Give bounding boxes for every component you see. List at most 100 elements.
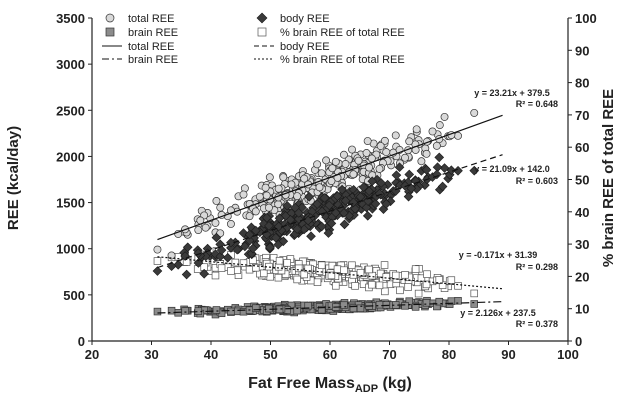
y2-tick-label: 70 — [575, 108, 589, 123]
circle-point — [315, 183, 324, 192]
circle-point — [363, 137, 372, 145]
circle-point — [454, 131, 462, 140]
diamond-point — [403, 191, 414, 202]
r-squared-label: R² = 0.298 — [516, 262, 558, 272]
x-axis-title-subscript: ADP — [355, 383, 378, 393]
legend-square-open-icon — [257, 27, 267, 37]
diamond-point — [181, 269, 192, 280]
diamond-point — [278, 236, 289, 247]
x-tick-label: 80 — [442, 347, 456, 362]
diamond-point — [324, 200, 335, 211]
circle-point — [239, 190, 248, 199]
circle-point — [432, 141, 441, 150]
circle-point — [264, 203, 273, 212]
square-open-point — [414, 289, 423, 298]
square-open-point — [365, 265, 373, 274]
square-filled-point — [422, 299, 431, 307]
diamond-point — [332, 191, 343, 201]
circle-point — [375, 164, 384, 173]
circle-point — [255, 192, 264, 201]
square-filled-point — [227, 307, 235, 316]
circle-point — [422, 149, 431, 158]
diamond-point — [264, 221, 274, 231]
axes — [88, 17, 572, 345]
square-filled-point — [470, 300, 478, 308]
circle-point — [417, 157, 426, 166]
x-axis-title-main: Fat Free Mass — [248, 375, 355, 392]
square-open-point — [423, 270, 431, 278]
circle-point — [412, 125, 421, 134]
diamond-point — [316, 221, 327, 232]
x-tick-label: 20 — [85, 347, 99, 362]
square-open-point — [283, 259, 291, 267]
legend-label: total REE — [128, 13, 174, 25]
diamond-point — [340, 195, 351, 206]
square-filled-point — [212, 306, 221, 314]
square-filled-point — [340, 301, 348, 309]
circle-point — [317, 169, 326, 178]
diamond-point — [216, 245, 227, 255]
y-axis-title: REE (kcal/day) — [5, 126, 22, 230]
trend-line — [157, 154, 503, 269]
circle-point — [362, 149, 371, 157]
circle-point — [262, 191, 271, 200]
diamond-point — [337, 184, 347, 195]
y2-tick-label: 30 — [575, 237, 589, 252]
circle-point — [401, 153, 409, 162]
square-open-point — [300, 270, 308, 279]
circle-point — [211, 218, 220, 227]
y-tick-label: 3000 — [56, 57, 85, 72]
square-filled-point — [304, 301, 312, 310]
diamond-point — [319, 193, 330, 203]
diamond-point — [404, 169, 415, 180]
r-squared-label: R² = 0.648 — [516, 99, 558, 109]
square-open-point — [391, 271, 400, 280]
circle-point — [293, 192, 302, 201]
square-open-point — [274, 273, 283, 282]
square-filled-point — [265, 304, 273, 313]
square-open-point — [333, 265, 342, 273]
square-open-point — [252, 263, 260, 272]
diamond-point — [367, 176, 378, 187]
square-filled-point — [153, 307, 162, 316]
square-open-point — [275, 256, 284, 265]
diamond-point — [226, 243, 236, 253]
square-filled-point — [181, 307, 189, 315]
circle-point — [194, 226, 203, 234]
y2-tick-label: 100 — [575, 11, 597, 26]
y2-tick-label: 40 — [575, 205, 589, 220]
legend-label: body REE — [280, 41, 330, 53]
diamond-point — [304, 192, 315, 202]
circle-point — [365, 163, 374, 172]
x-tick-label: 50 — [263, 347, 277, 362]
square-open-point — [368, 271, 376, 280]
square-filled-point — [447, 297, 456, 305]
legend-label: total REE — [128, 41, 174, 53]
square-open-point — [375, 281, 384, 290]
square-open-point — [447, 276, 456, 284]
circle-point — [322, 156, 331, 165]
circle-point — [287, 180, 296, 189]
diamond-point — [273, 239, 284, 250]
square-open-point — [332, 282, 340, 290]
diamond-point — [312, 199, 322, 209]
square-open-point — [153, 257, 162, 265]
square-open-point — [396, 286, 404, 295]
circle-point — [251, 207, 260, 216]
square-open-point — [401, 271, 409, 279]
diamond-point — [323, 228, 334, 238]
x-tick-label: 90 — [501, 347, 515, 362]
square-filled-point — [252, 304, 260, 312]
square-open-point — [381, 287, 389, 296]
circle-point — [349, 170, 358, 179]
diamond-point — [400, 180, 410, 191]
equation-label: y = -0.171x + 31.39 — [459, 250, 538, 260]
diamond-point — [244, 229, 255, 240]
square-open-point — [351, 282, 359, 290]
square-open-point — [266, 273, 275, 281]
diamond-point — [258, 219, 269, 229]
diamond-point — [339, 219, 350, 230]
diamond-point — [292, 224, 302, 234]
diamond-point — [330, 208, 341, 218]
